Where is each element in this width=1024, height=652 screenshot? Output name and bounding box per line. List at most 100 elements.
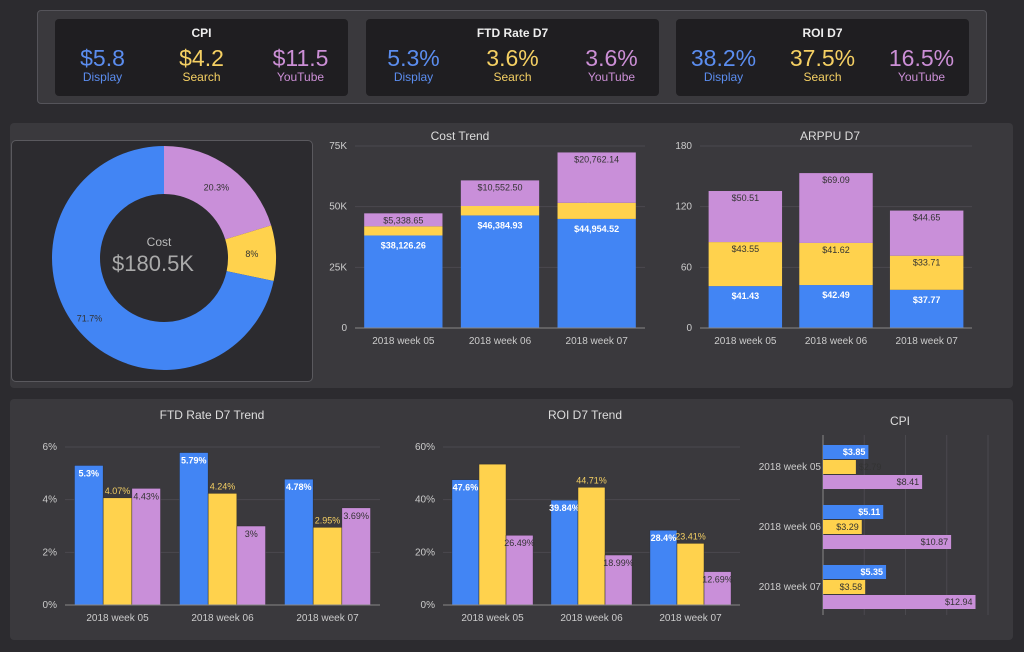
bar[interactable] bbox=[823, 595, 976, 609]
donut-slice-search[interactable] bbox=[225, 225, 277, 282]
bar[interactable] bbox=[102, 497, 133, 606]
bar-data-label: $69.09 bbox=[822, 175, 850, 185]
bar-segment[interactable] bbox=[889, 210, 964, 256]
bar-data-label: 5.79% bbox=[181, 456, 207, 466]
y-tick-label: 0% bbox=[421, 600, 436, 611]
bar[interactable] bbox=[74, 465, 104, 606]
bar-segment[interactable] bbox=[889, 255, 964, 290]
kpi-card-roi[interactable]: ROI D7 38.2% Display 37.5% Search 16.5% You… bbox=[676, 19, 969, 96]
bar-segment[interactable] bbox=[889, 289, 964, 328]
bar-data-label: 5.3% bbox=[79, 468, 100, 478]
bar-segment[interactable] bbox=[557, 152, 636, 203]
bar-segment[interactable] bbox=[708, 286, 783, 328]
x-tick-label: 2018 week 05 bbox=[714, 336, 777, 347]
bar[interactable] bbox=[179, 452, 209, 606]
y-tick-label: 2018 week 05 bbox=[759, 462, 822, 473]
roi-trend-chart[interactable]: ROI D7 Trend 0% 20% 40% 60% 2018 week 05 47.6%… bbox=[400, 405, 750, 635]
bar-data-label: $5.35 bbox=[861, 567, 884, 577]
bar-data-label: $5.11 bbox=[858, 507, 880, 517]
bar-data-label: $38,126.26 bbox=[381, 240, 426, 250]
bar-segment[interactable] bbox=[460, 180, 540, 206]
x-tick-label: 2018 week 06 bbox=[191, 613, 254, 624]
bar[interactable] bbox=[341, 507, 371, 606]
bar[interactable] bbox=[131, 488, 161, 606]
bar[interactable] bbox=[312, 527, 343, 606]
bar-segment[interactable] bbox=[799, 285, 873, 328]
cost-donut-card[interactable]: 20.3% 8% 71.7% Cost $180.5K bbox=[11, 140, 313, 382]
bar-segment[interactable] bbox=[708, 191, 783, 243]
kpi-value-display: 38.2% bbox=[690, 45, 757, 71]
donut-slice-label: 8% bbox=[245, 249, 258, 259]
bar[interactable] bbox=[207, 493, 238, 606]
bar[interactable] bbox=[577, 487, 606, 606]
y-tick-label: 60% bbox=[415, 442, 435, 453]
bar-segment[interactable] bbox=[364, 226, 443, 236]
bar[interactable] bbox=[823, 460, 856, 474]
bar[interactable] bbox=[604, 554, 633, 606]
bar-segment[interactable] bbox=[799, 242, 873, 286]
bar[interactable] bbox=[823, 445, 869, 459]
kpi-card-cpi[interactable]: CPI $5.8 Display $4.2 Search $11.5 YouTube bbox=[55, 19, 348, 96]
bar-segment[interactable] bbox=[460, 205, 540, 216]
bar[interactable] bbox=[505, 534, 534, 606]
donut-slice-youtube[interactable] bbox=[164, 146, 272, 240]
bar[interactable] bbox=[284, 478, 314, 606]
y-tick-label: 2018 week 06 bbox=[759, 522, 822, 533]
kpi-value-display: 5.3% bbox=[387, 45, 440, 71]
arppu-chart[interactable]: ARPPU D7 0 60 120 180 2018 week 05 $41.43 $43.5… bbox=[660, 126, 980, 356]
bar-data-label: $10,552.50 bbox=[477, 182, 522, 192]
bar[interactable] bbox=[676, 543, 705, 606]
bar-data-label: $46,384.93 bbox=[477, 220, 522, 230]
bar[interactable] bbox=[703, 571, 732, 606]
chart-title: ROI D7 Trend bbox=[548, 408, 622, 422]
bar-data-label: 2.95% bbox=[315, 515, 341, 525]
donut-center-value: $180.5K bbox=[112, 251, 194, 276]
bar-data-label: 23.41% bbox=[675, 531, 706, 541]
y-tick-label: 60 bbox=[681, 262, 693, 273]
x-tick-label: 2018 week 05 bbox=[86, 613, 149, 624]
bar-segment[interactable] bbox=[557, 218, 636, 328]
bar-data-label: 4.43% bbox=[133, 491, 159, 501]
cost-donut-chart[interactable]: 20.3% 8% 71.7% Cost $180.5K bbox=[12, 141, 312, 381]
bar[interactable] bbox=[823, 475, 923, 489]
bar[interactable] bbox=[823, 535, 952, 549]
cost-trend-chart[interactable]: Cost Trend 0 25K 50K 75K 2018 week 05 $38,126.… bbox=[320, 126, 655, 356]
cpi-horizontal-chart[interactable]: CPI 2018 week 05 $3.85 $2.79 $8.41 2018 week … bbox=[750, 405, 1005, 635]
bar[interactable] bbox=[451, 479, 480, 606]
kpi-label-youtube: YouTube bbox=[587, 70, 636, 84]
bar[interactable] bbox=[550, 499, 579, 606]
ftd-rate-trend-chart[interactable]: FTD Rate D7 Trend 0% 2% 4% 6% 2018 week 05 5.3… bbox=[20, 405, 390, 635]
kpi-title: FTD Rate D7 bbox=[476, 26, 549, 40]
bar-segment[interactable] bbox=[708, 242, 783, 287]
chart-title: FTD Rate D7 Trend bbox=[160, 408, 265, 422]
kpi-title: CPI bbox=[191, 26, 212, 40]
bar-segment[interactable] bbox=[557, 202, 636, 219]
x-tick-label: 2018 week 05 bbox=[372, 336, 435, 347]
bar[interactable] bbox=[236, 525, 266, 606]
kpi-label-display: Display bbox=[393, 70, 434, 84]
x-tick-label: 2018 week 07 bbox=[896, 336, 959, 347]
bar[interactable] bbox=[478, 463, 507, 606]
y-tick-label: 0 bbox=[341, 323, 347, 334]
y-tick-label: 0% bbox=[43, 600, 58, 611]
kpi-card-ftd-rate[interactable]: FTD Rate D7 5.3% Display 3.6% Search 3.6% Y… bbox=[366, 19, 659, 96]
bar-data-label: $37.77 bbox=[913, 295, 941, 305]
kpi-title: ROI D7 bbox=[802, 26, 843, 40]
bar[interactable] bbox=[823, 505, 884, 519]
y-tick-label: 120 bbox=[675, 202, 692, 213]
bar-segment[interactable] bbox=[460, 215, 540, 328]
kpi-label-search: Search bbox=[493, 70, 532, 84]
bar-segment[interactable] bbox=[799, 173, 873, 243]
kpi-value-search: 3.6% bbox=[486, 45, 539, 71]
bar-segment[interactable] bbox=[364, 213, 443, 227]
bar[interactable] bbox=[823, 565, 887, 579]
bar-segment[interactable] bbox=[364, 235, 443, 328]
bar-data-label: $20,762.14 bbox=[574, 154, 619, 164]
bar[interactable] bbox=[823, 520, 862, 534]
kpi-label-display: Display bbox=[82, 70, 123, 84]
bar-data-label: 28.4% bbox=[651, 533, 677, 543]
bar-data-label: 44.71% bbox=[576, 475, 607, 485]
donut-slice-display[interactable] bbox=[52, 146, 274, 370]
bar[interactable] bbox=[823, 580, 866, 594]
donut-slice-label: 71.7% bbox=[77, 313, 103, 323]
